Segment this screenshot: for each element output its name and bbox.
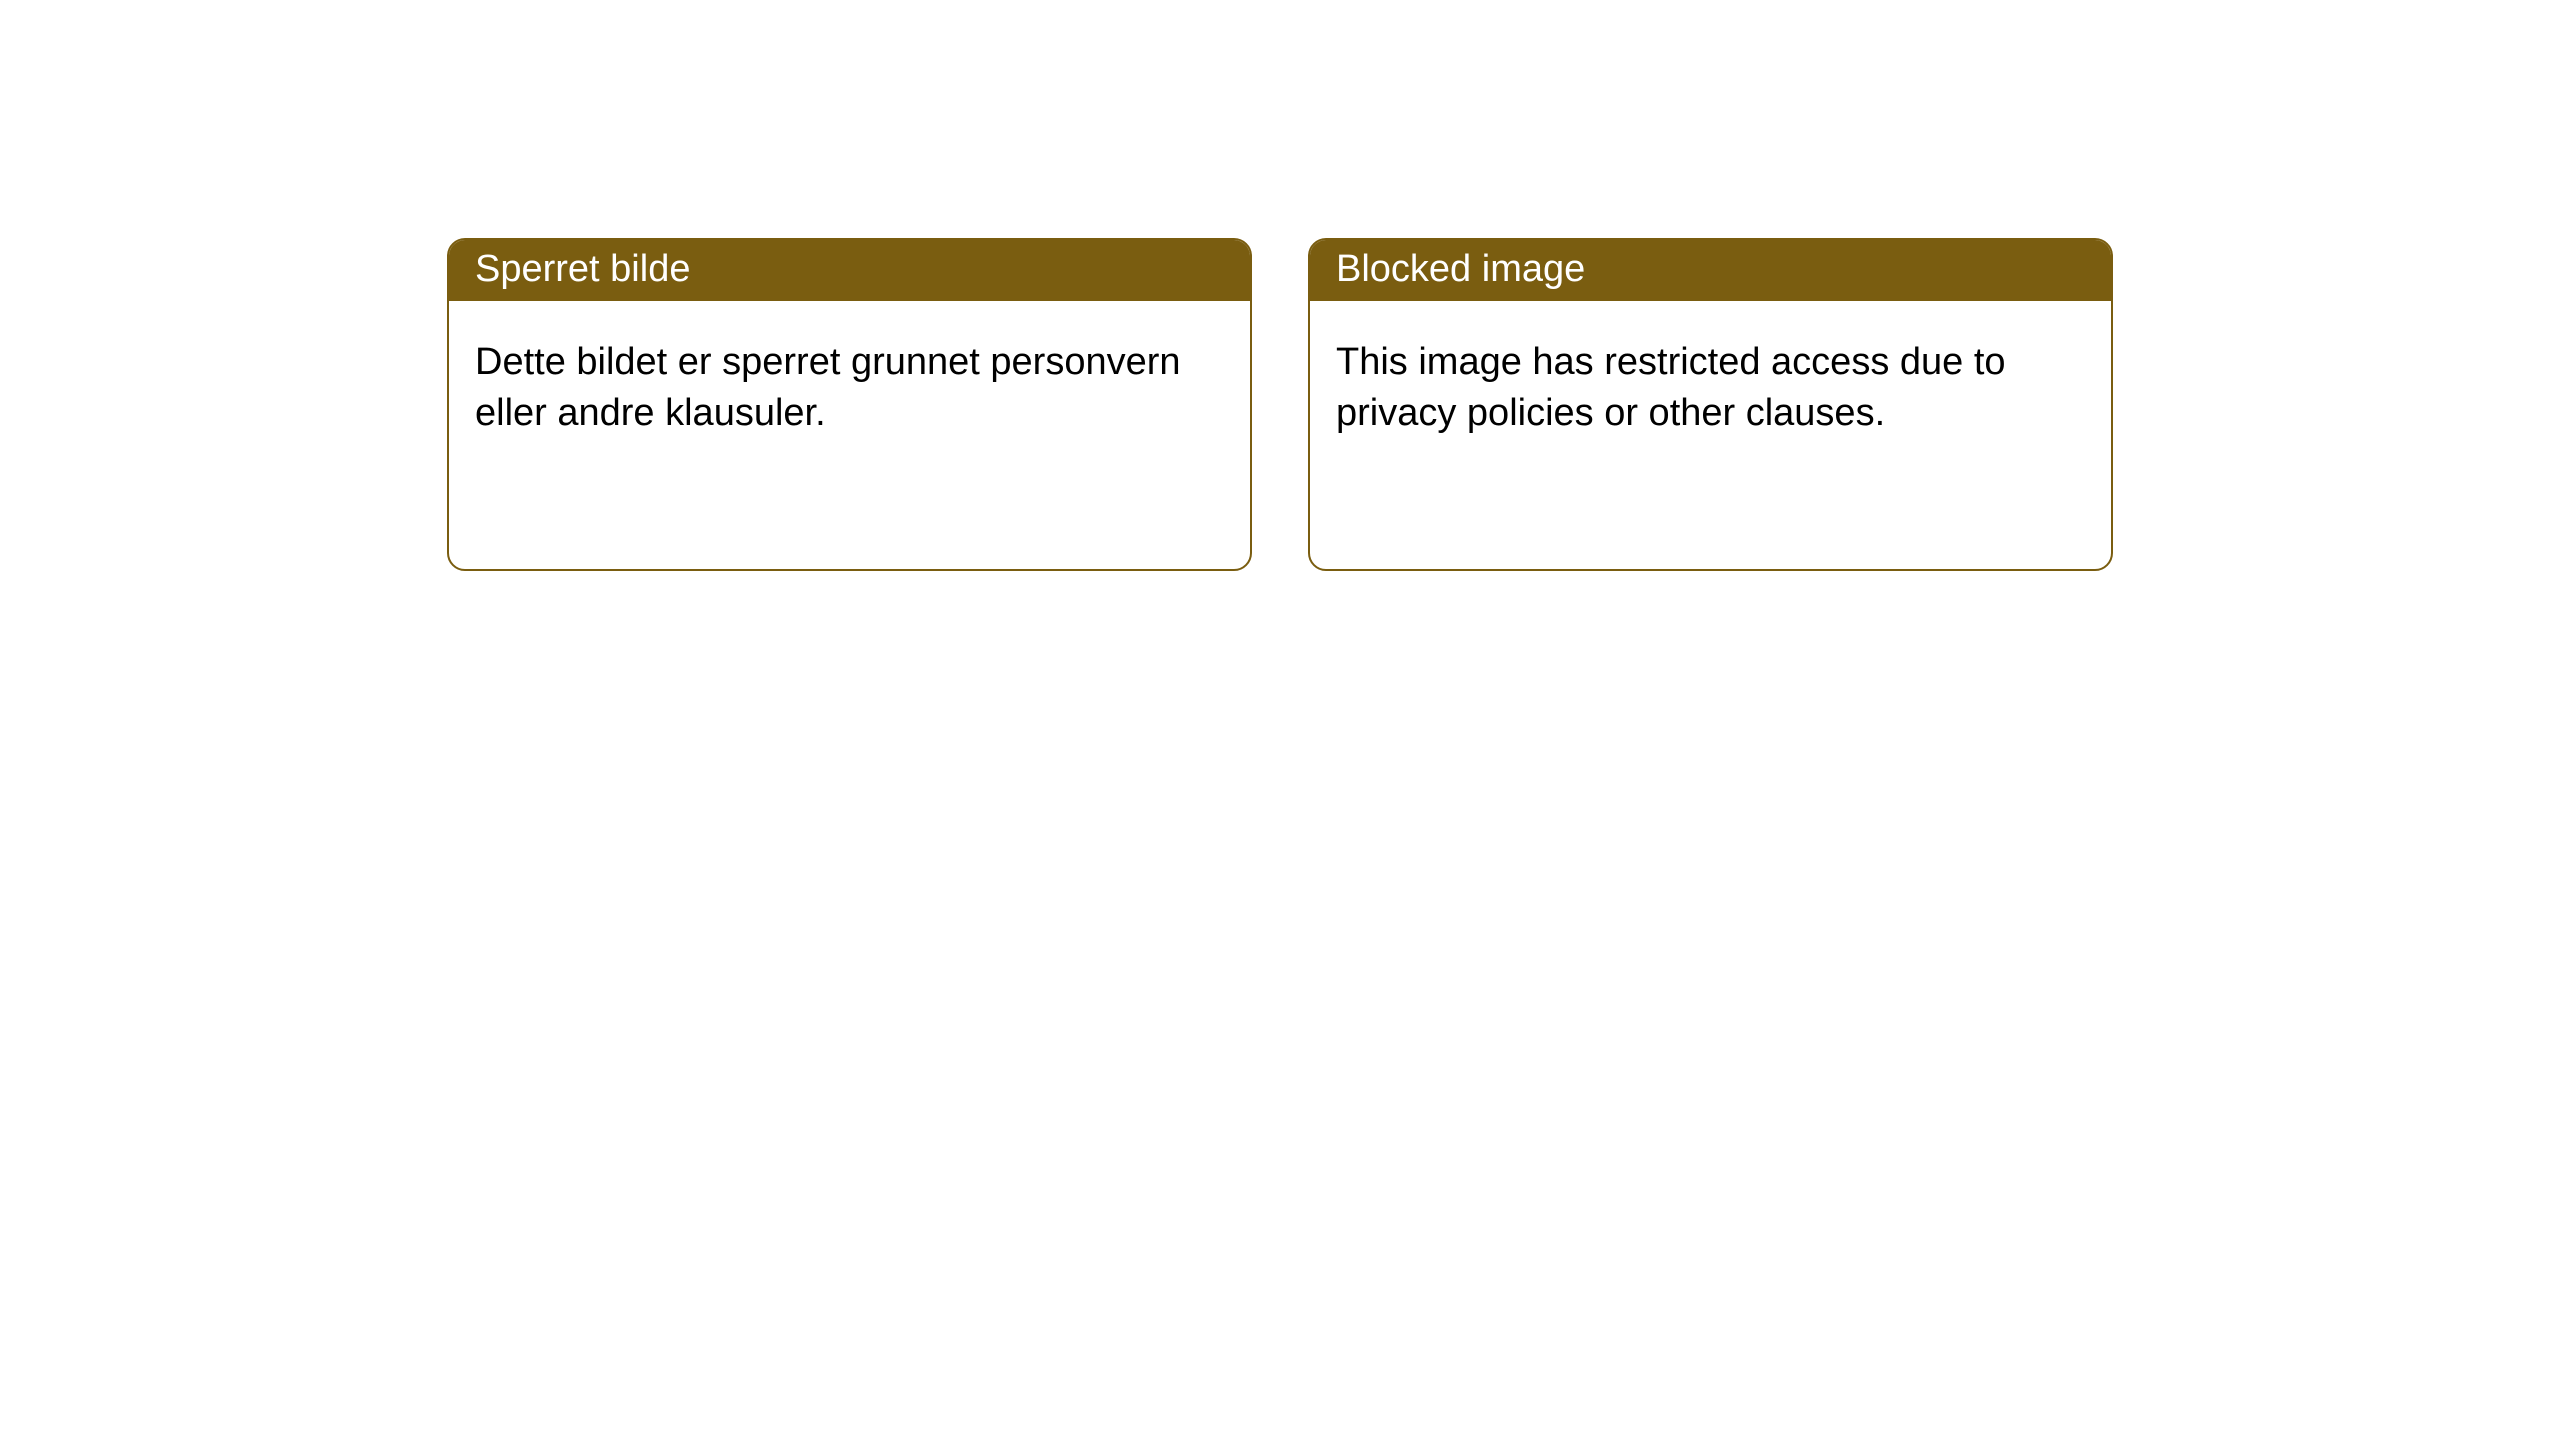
card-body: Dette bildet er sperret grunnet personve… — [449, 301, 1250, 466]
card-header: Sperret bilde — [449, 240, 1250, 301]
notice-cards-container: Sperret bilde Dette bildet er sperret gr… — [0, 0, 2560, 571]
card-title: Sperret bilde — [475, 248, 690, 290]
card-body-text: Dette bildet er sperret grunnet personve… — [475, 341, 1181, 434]
notice-card-english: Blocked image This image has restricted … — [1308, 238, 2113, 571]
notice-card-norwegian: Sperret bilde Dette bildet er sperret gr… — [447, 238, 1252, 571]
card-title: Blocked image — [1336, 248, 1585, 290]
card-header: Blocked image — [1310, 240, 2111, 301]
card-body-text: This image has restricted access due to … — [1336, 341, 2006, 434]
card-body: This image has restricted access due to … — [1310, 301, 2111, 466]
